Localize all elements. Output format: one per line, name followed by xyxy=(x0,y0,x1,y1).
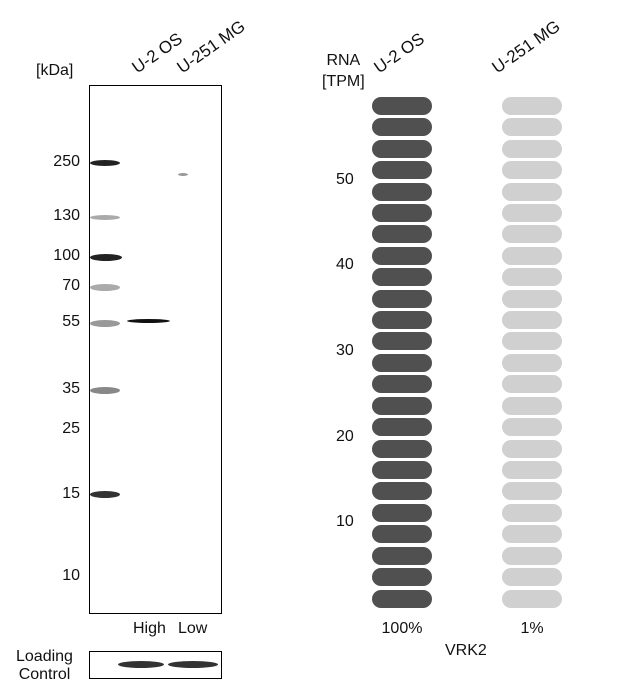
marker-label-25: 25 xyxy=(62,420,80,437)
rna-bar-segment xyxy=(372,246,432,265)
rna-bar-segment xyxy=(502,568,562,587)
lane-label-u2os: U-2 OS xyxy=(128,29,186,78)
kda-label: [kDa] xyxy=(36,62,74,79)
rna-bar-segment xyxy=(502,546,562,565)
rna-bar-segment xyxy=(502,225,562,244)
loading-control-label: Loading Control xyxy=(16,648,73,683)
rna-bar-segment xyxy=(372,439,432,458)
rna-bar-segment xyxy=(372,268,432,287)
western-blot-image xyxy=(89,85,222,614)
rna-bar-segment xyxy=(502,118,562,137)
y-tick-20: 20 xyxy=(336,427,354,445)
y-tick-50: 50 xyxy=(336,170,354,188)
rna-category-u251mg: U-251 MG xyxy=(488,16,564,78)
loading-control-line2: Control xyxy=(18,666,71,683)
rna-bar-segment xyxy=(502,461,562,480)
rna-bar-segment xyxy=(372,461,432,480)
rna-bar-segment xyxy=(372,375,432,394)
rna-bar-segment xyxy=(372,525,432,544)
ladder-band-15 xyxy=(90,491,120,498)
marker-label-70: 70 xyxy=(62,277,80,294)
rna-label-line1: RNA xyxy=(326,52,361,69)
rna-bar-segment xyxy=(502,439,562,458)
rna-bar-segment xyxy=(372,139,432,158)
y-tick-30: 30 xyxy=(336,341,354,359)
marker-label-15: 15 xyxy=(62,485,80,502)
rna-bar-segment xyxy=(502,311,562,330)
rna-bar-segment xyxy=(372,203,432,222)
rna-axis-label: RNA [TPM] xyxy=(322,50,365,92)
rna-bar-segment xyxy=(372,482,432,501)
marker-label-250: 250 xyxy=(53,153,80,170)
ladder-band-130 xyxy=(90,215,120,220)
rna-bar-segment xyxy=(372,332,432,351)
rna-bar-segment xyxy=(372,182,432,201)
rna-bar-segment xyxy=(502,525,562,544)
rna-bar-segment xyxy=(372,418,432,437)
rna-bar-segment xyxy=(502,268,562,287)
ladder-band-35 xyxy=(90,387,120,394)
rna-bar-segment xyxy=(502,589,562,608)
sample-band-u2os xyxy=(127,319,170,323)
marker-label-10: 10 xyxy=(62,567,80,584)
rna-bar-segment xyxy=(502,353,562,372)
rna-bar-segment xyxy=(502,503,562,522)
rna-bar-segment xyxy=(502,375,562,394)
rna-bar-segment xyxy=(372,118,432,137)
marker-label-130: 130 xyxy=(53,207,80,224)
low-label: Low xyxy=(178,620,208,637)
loading-band-u2os xyxy=(118,661,164,668)
rna-bar-segment xyxy=(502,289,562,308)
rna-bar-segment xyxy=(502,182,562,201)
rna-bar-segment xyxy=(372,225,432,244)
lane-label-u251mg: U-251 MG xyxy=(173,16,249,78)
ladder-band-70 xyxy=(90,284,120,291)
rna-bar-segment xyxy=(502,396,562,415)
rna-bar-segment xyxy=(372,353,432,372)
rna-bar-segment xyxy=(372,589,432,608)
rna-bar-segment xyxy=(502,203,562,222)
percent-label-u2os: 100% xyxy=(381,620,423,637)
rna-bar-segment xyxy=(502,246,562,265)
rna-bar-segment xyxy=(372,546,432,565)
rna-bar-segment xyxy=(372,161,432,180)
rna-bar-segment xyxy=(372,289,432,308)
gene-label: VRK2 xyxy=(445,642,487,659)
y-tick-10: 10 xyxy=(336,513,354,531)
rna-bar-segment xyxy=(502,418,562,437)
marker-label-35: 35 xyxy=(62,380,80,397)
rna-category-u2os: U-2 OS xyxy=(370,29,428,78)
rna-bar-segment xyxy=(372,568,432,587)
rna-bar-segment xyxy=(502,161,562,180)
rna-bar-segment xyxy=(502,139,562,158)
rna-bar-segment xyxy=(372,396,432,415)
rna-bar-segment xyxy=(372,311,432,330)
marker-label-55: 55 xyxy=(62,313,80,330)
rna-bar-segment xyxy=(502,96,562,115)
loading-band-u251mg xyxy=(168,661,218,668)
faint-band xyxy=(178,173,188,176)
high-label: High xyxy=(133,620,166,637)
rna-bar-segment xyxy=(372,96,432,115)
ladder-band-100 xyxy=(90,254,122,261)
rna-bar-segment xyxy=(502,482,562,501)
ladder-band-55 xyxy=(90,320,120,327)
rna-bar-segment xyxy=(372,503,432,522)
rna-label-line2: [TPM] xyxy=(322,73,365,90)
loading-control-blot xyxy=(89,651,222,679)
y-tick-40: 40 xyxy=(336,256,354,274)
marker-label-100: 100 xyxy=(53,247,80,264)
rna-bar-segment xyxy=(502,332,562,351)
percent-label-u251mg: 1% xyxy=(520,620,544,637)
ladder-band-250 xyxy=(90,160,120,166)
loading-control-line1: Loading xyxy=(16,648,73,665)
